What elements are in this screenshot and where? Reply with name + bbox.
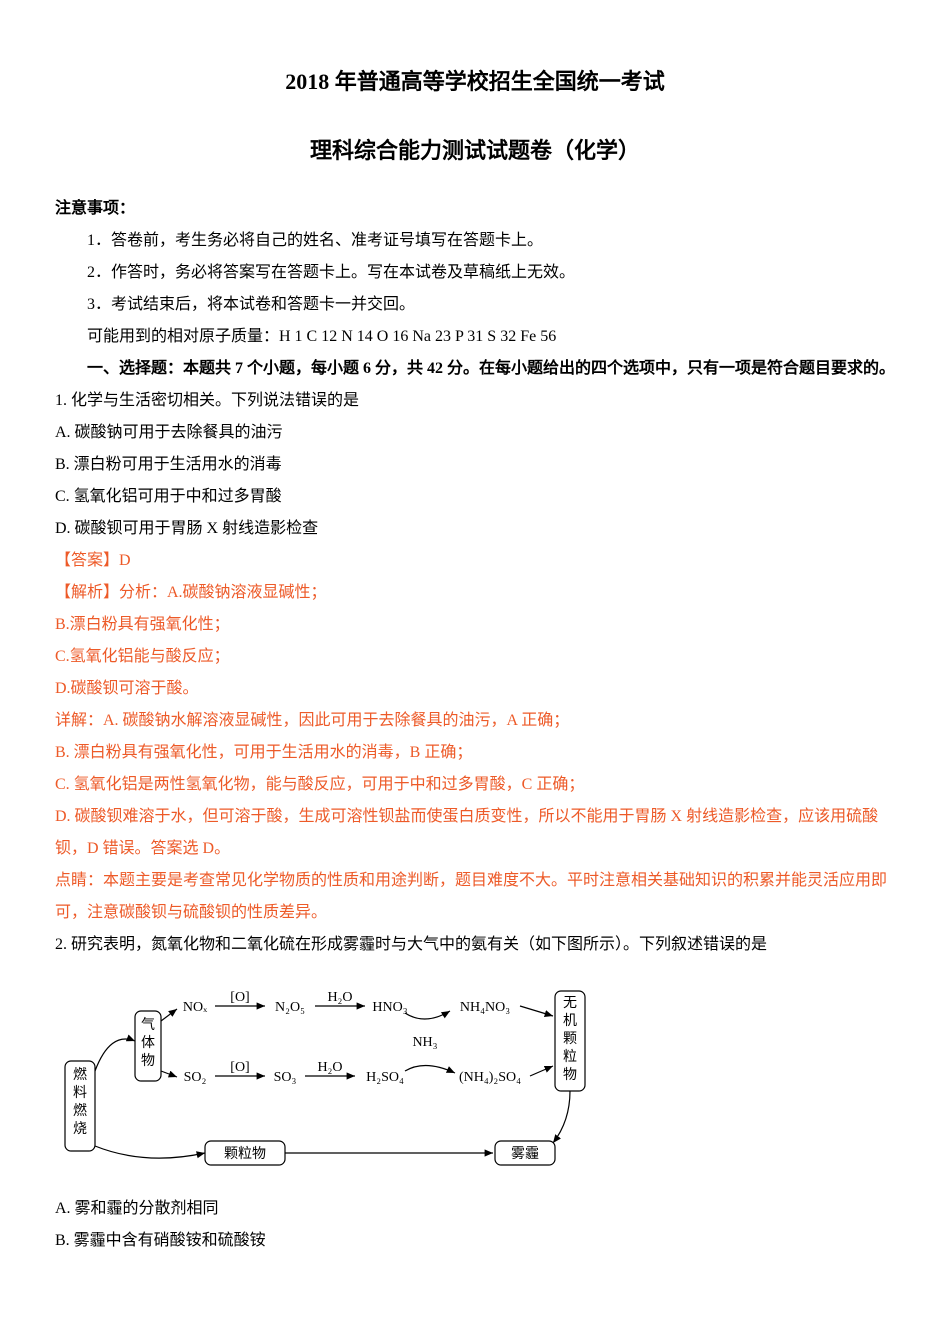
diagram-so3: SO₃ — [274, 1070, 297, 1085]
diagram-hno3: HNO₃ — [372, 1000, 407, 1015]
diagram-so2: SO₂ — [184, 1070, 207, 1085]
diagram-right-3: 颗 — [563, 1032, 577, 1047]
diagram-nh42so4: (NH₄)₂SO₄ — [459, 1070, 521, 1085]
q1-answer: 【答案】D — [55, 545, 895, 577]
diagram-left-3: 燃 — [73, 1102, 87, 1119]
q1-analysis: C.氢氧化铝能与酸反应； — [55, 641, 895, 673]
diagram-right-5: 物 — [563, 1067, 577, 1083]
notice-item: 1．答卷前，考生务必将自己的姓名、准考证号填写在答题卡上。 — [55, 225, 895, 257]
diagram-right-1: 无 — [563, 996, 577, 1011]
diagram-left-2: 料 — [73, 1085, 87, 1101]
diagram-right-2: 机 — [563, 1013, 577, 1029]
diagram-nox: NOₓ — [183, 1000, 208, 1015]
q2-opt-b: B. 雾霾中含有硝酸铵和硫酸铵 — [55, 1225, 895, 1257]
q1-opt-d: D. 碳酸钡可用于胃肠 X 射线造影检查 — [55, 513, 895, 545]
section-heading: 一、选择题：本题共 7 个小题，每小题 6 分，共 42 分。在每小题给出的四个… — [55, 353, 895, 385]
diagram-haze-label: 雾霾 — [511, 1146, 539, 1162]
diagram-o-label-2: [O] — [230, 1060, 249, 1075]
q1-analysis: 【解析】分析：A.碳酸钠溶液显碱性； — [55, 577, 895, 609]
diagram-left-1: 燃 — [73, 1066, 87, 1083]
q1-analysis: C. 氢氧化铝是两性氢氧化物，能与酸反应，可用于中和过多胃酸，C 正确； — [55, 769, 895, 801]
diagram-right-4: 粒 — [563, 1049, 577, 1065]
q1-analysis: B. 漂白粉具有强氧化性，可用于生活用水的消毒，B 正确； — [55, 737, 895, 769]
diagram-h2so4: H₂SO₄ — [366, 1070, 404, 1085]
diagram-particle-label: 颗粒物 — [224, 1146, 266, 1162]
q1-analysis: B.漂白粉具有强氧化性； — [55, 609, 895, 641]
q1-opt-b: B. 漂白粉可用于生活用水的消毒 — [55, 449, 895, 481]
q1-analysis: D.碳酸钡可溶于酸。 — [55, 673, 895, 705]
diagram-nh3: NH₃ — [412, 1035, 437, 1050]
q2-opt-a: A. 雾和霾的分散剂相同 — [55, 1193, 895, 1225]
q1-stem: 1. 化学与生活密切相关。下列说法错误的是 — [55, 385, 895, 417]
q1-analysis: 点睛：本题主要是考查常见化学物质的性质和用途判断，题目难度不大。平时注意相关基础… — [55, 865, 895, 929]
diagram-gas-1: 气 — [141, 1017, 155, 1033]
diagram-h2o-label-2: H₂O — [317, 1060, 342, 1075]
q1-analysis: 详解：A. 碳酸钠水解溶液显碱性，因此可用于去除餐具的油污，A 正确； — [55, 705, 895, 737]
diagram-n2o5: N₂O₅ — [275, 1000, 305, 1015]
notice-label: 注意事项： — [55, 193, 895, 225]
notice-item: 3．考试结束后，将本试卷和答题卡一并交回。 — [55, 289, 895, 321]
diagram-nh4no3: NH₄NO₃ — [460, 1000, 510, 1015]
q2-stem: 2. 研究表明，氮氧化物和二氧化硫在形成雾霾时与大气中的氨有关（如下图所示）。下… — [55, 929, 895, 961]
q1-opt-a: A. 碳酸钠可用于去除餐具的油污 — [55, 417, 895, 449]
q2-diagram: 燃 料 燃 烧 气 体 物 无 机 颗 粒 物 颗粒物 雾霾 NOₓ [O] N… — [55, 971, 895, 1183]
title-sub: 理科综合能力测试试题卷（化学） — [55, 129, 895, 173]
diagram-left-4: 烧 — [73, 1121, 87, 1137]
q1-opt-c: C. 氢氧化铝可用于中和过多胃酸 — [55, 481, 895, 513]
notice-item: 2．作答时，务必将答案写在答题卡上。写在本试卷及草稿纸上无效。 — [55, 257, 895, 289]
diagram-gas-2: 体 — [141, 1035, 155, 1051]
title-main: 2018 年普通高等学校招生全国统一考试 — [55, 60, 895, 104]
diagram-o-label: [O] — [230, 990, 249, 1005]
diagram-gas-3: 物 — [141, 1053, 155, 1069]
diagram-h2o-label: H₂O — [327, 990, 352, 1005]
notice-item: 可能用到的相对原子质量：H 1 C 12 N 14 O 16 Na 23 P 3… — [55, 321, 895, 353]
q1-analysis: D. 碳酸钡难溶于水，但可溶于酸，生成可溶性钡盐而使蛋白质变性，所以不能用于胃肠… — [55, 801, 895, 865]
